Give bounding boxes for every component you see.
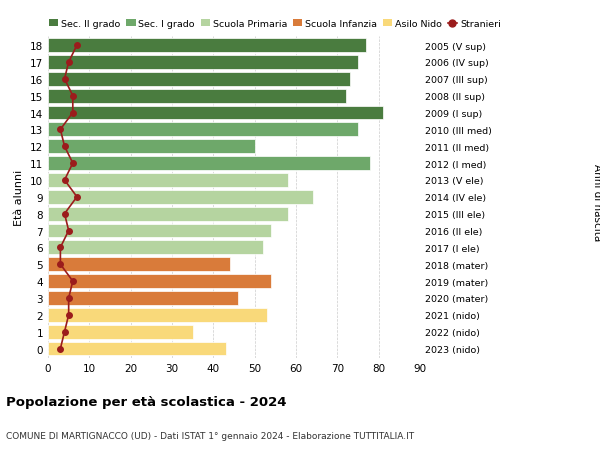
Bar (48, 90, 346, 103)
Bar (48, 207, 288, 221)
Bar (48, 291, 238, 305)
Bar (48, 308, 267, 322)
Point (60, 328, 70, 336)
Point (72, 194, 82, 201)
Point (64, 295, 73, 302)
Bar (48, 342, 226, 356)
Bar (48, 241, 263, 255)
Bar (48, 224, 271, 238)
Y-axis label: Età alunni: Età alunni (14, 169, 25, 225)
Point (60, 177, 70, 184)
Point (64, 312, 73, 319)
Point (60, 143, 70, 151)
Bar (48, 106, 383, 120)
Bar (48, 190, 313, 204)
Text: Popolazione per età scolastica - 2024: Popolazione per età scolastica - 2024 (6, 395, 287, 408)
Legend: Sec. II grado, Sec. I grado, Scuola Primaria, Scuola Infanzia, Asilo Nido, Stran: Sec. II grado, Sec. I grado, Scuola Prim… (49, 20, 501, 29)
Point (68, 278, 77, 285)
Point (60, 76, 70, 83)
Point (56, 126, 65, 134)
Point (68, 93, 77, 100)
Bar (48, 140, 254, 154)
Bar (48, 73, 350, 86)
Point (72, 42, 82, 50)
Bar (48, 274, 271, 288)
Point (56, 261, 65, 269)
Point (64, 227, 73, 235)
Bar (48, 39, 366, 53)
Text: Anni di nascita: Anni di nascita (592, 163, 600, 241)
Point (68, 160, 77, 168)
Bar (48, 123, 358, 137)
Point (64, 59, 73, 67)
Bar (48, 258, 230, 272)
Bar (48, 56, 358, 70)
Point (68, 110, 77, 117)
Text: COMUNE DI MARTIGNACCO (UD) - Dati ISTAT 1° gennaio 2024 - Elaborazione TUTTITALI: COMUNE DI MARTIGNACCO (UD) - Dati ISTAT … (6, 431, 414, 441)
Point (56, 244, 65, 252)
Bar (48, 157, 370, 171)
Bar (48, 174, 288, 187)
Point (56, 345, 65, 353)
Point (60, 211, 70, 218)
Bar (48, 325, 193, 339)
